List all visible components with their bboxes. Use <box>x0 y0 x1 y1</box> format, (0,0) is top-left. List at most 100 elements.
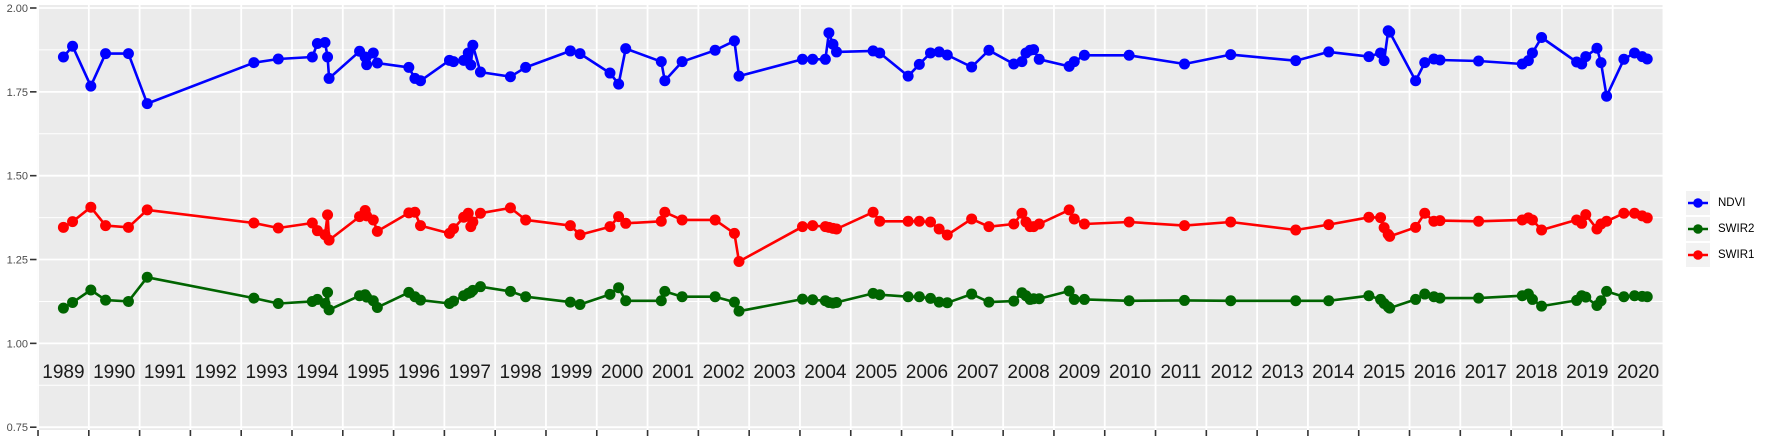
data-point-swir1 <box>1536 224 1548 236</box>
data-point-swir2 <box>371 301 383 313</box>
data-point-ndvi <box>983 44 995 56</box>
data-point-swir1 <box>1063 204 1075 216</box>
data-point-swir1 <box>902 215 914 227</box>
data-point-swir1 <box>467 216 479 228</box>
data-point-ndvi <box>465 59 477 71</box>
data-point-ndvi <box>122 48 134 60</box>
y-tick-label: 1.50 <box>7 171 28 183</box>
data-point-swir1 <box>1033 218 1045 230</box>
data-point-ndvi <box>1591 42 1603 54</box>
data-point-ndvi <box>659 75 671 87</box>
data-point-swir2 <box>613 282 625 294</box>
data-point-swir2 <box>1033 293 1045 305</box>
data-point-swir2 <box>620 295 632 307</box>
data-point-ndvi <box>1536 32 1548 44</box>
x-year-label: 2019 <box>1566 362 1608 383</box>
data-point-swir1 <box>1068 213 1080 225</box>
data-point-swir2 <box>966 288 978 300</box>
data-point-ndvi <box>1078 49 1090 61</box>
data-point-swir1 <box>1641 212 1653 224</box>
x-year-label: 2012 <box>1211 362 1253 383</box>
data-point-swir2 <box>1526 293 1538 305</box>
x-year-label: 2006 <box>906 362 948 383</box>
data-point-swir1 <box>122 221 134 233</box>
data-point-swir1 <box>1290 224 1302 236</box>
data-point-swir1 <box>367 214 379 226</box>
data-point-swir1 <box>933 223 945 235</box>
data-point-swir1 <box>1008 218 1020 230</box>
data-point-ndvi <box>941 49 953 61</box>
data-point-ndvi <box>1618 53 1630 65</box>
data-point-swir1 <box>925 216 937 228</box>
data-point-swir1 <box>1410 221 1422 233</box>
data-point-swir1 <box>1123 216 1135 228</box>
data-point-ndvi <box>796 53 808 65</box>
data-point-ndvi <box>141 98 153 110</box>
data-point-swir1 <box>1473 215 1485 227</box>
data-point-swir2 <box>1384 302 1396 314</box>
data-point-swir2 <box>1063 285 1075 297</box>
data-point-swir2 <box>474 281 486 293</box>
y-tick-label: 1.00 <box>7 338 28 350</box>
x-year-label: 2001 <box>652 362 694 383</box>
data-point-swir2 <box>807 294 819 306</box>
data-point-swir1 <box>709 214 721 226</box>
data-point-swir2 <box>141 271 153 283</box>
data-point-swir2 <box>676 291 688 303</box>
data-point-swir1 <box>323 234 335 246</box>
data-point-ndvi <box>925 47 937 59</box>
data-point-ndvi <box>604 67 616 79</box>
data-point-ndvi <box>403 61 415 73</box>
data-point-swir2 <box>272 297 284 309</box>
data-point-ndvi <box>1323 46 1335 58</box>
data-point-swir2 <box>1323 295 1335 307</box>
y-tick-label: 0.75 <box>7 422 28 434</box>
data-point-ndvi <box>902 70 914 82</box>
data-point-ndvi <box>613 78 625 90</box>
legend-label: SWIR2 <box>1718 223 1755 235</box>
data-point-swir1 <box>564 220 576 232</box>
x-year-label: 1998 <box>499 362 541 383</box>
data-point-swir1 <box>1225 216 1237 228</box>
legend-key-glyph <box>1688 198 1708 208</box>
x-year-label: 2018 <box>1515 362 1557 383</box>
data-point-swir1 <box>100 220 112 232</box>
x-year-label: 2013 <box>1261 362 1303 383</box>
x-year-label: 1999 <box>550 362 592 383</box>
data-point-ndvi <box>67 40 79 52</box>
data-point-swir1 <box>1178 220 1190 232</box>
data-point-swir1 <box>1016 207 1028 219</box>
data-point-swir1 <box>504 202 516 214</box>
data-point-swir2 <box>248 292 260 304</box>
data-point-swir1 <box>1363 211 1375 223</box>
data-point-ndvi <box>823 27 835 39</box>
data-point-swir2 <box>122 295 134 307</box>
data-point-ndvi <box>520 61 532 73</box>
data-point-ndvi <box>1123 49 1135 61</box>
data-point-swir2 <box>709 291 721 303</box>
data-point-ndvi <box>676 56 688 68</box>
data-point-swir2 <box>1601 285 1613 297</box>
data-point-ndvi <box>574 48 586 60</box>
data-point-swir1 <box>141 204 153 216</box>
data-point-swir1 <box>409 206 421 218</box>
data-point-ndvi <box>1641 53 1653 65</box>
x-year-label: 2016 <box>1414 362 1456 383</box>
data-point-swir2 <box>85 284 97 296</box>
legend-label: NDVI <box>1718 197 1746 209</box>
data-point-ndvi <box>1016 56 1028 68</box>
data-point-swir2 <box>1078 293 1090 305</box>
data-point-swir2 <box>323 304 335 316</box>
x-year-label: 2004 <box>804 362 847 383</box>
legend-row-swir1: SWIR1 <box>1686 243 1754 267</box>
data-point-ndvi <box>913 58 925 70</box>
data-point-ndvi <box>733 70 745 82</box>
data-point-swir1 <box>867 206 879 218</box>
y-tick-label: 1.75 <box>7 87 28 99</box>
x-year-label: 1991 <box>144 362 186 383</box>
data-point-swir1 <box>415 220 427 232</box>
data-point-swir1 <box>1375 212 1387 224</box>
data-point-swir2 <box>448 295 460 307</box>
data-point-swir2 <box>604 288 616 300</box>
